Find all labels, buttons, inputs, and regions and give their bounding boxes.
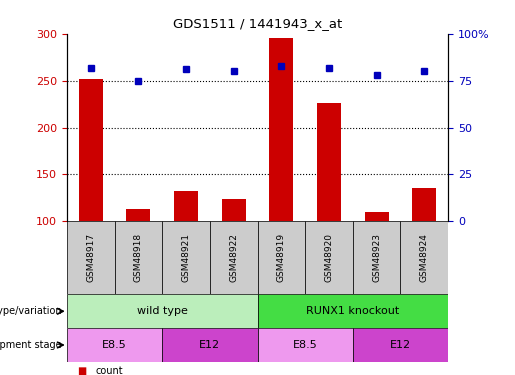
Bar <box>401 221 448 294</box>
Bar <box>114 221 162 294</box>
Text: GSM48920: GSM48920 <box>324 233 333 282</box>
Bar <box>162 328 258 362</box>
Text: E8.5: E8.5 <box>293 340 318 350</box>
Bar <box>162 221 210 294</box>
Bar <box>317 103 341 221</box>
Text: GSM48921: GSM48921 <box>182 233 191 282</box>
Bar <box>67 294 258 328</box>
Text: GSM48919: GSM48919 <box>277 233 286 282</box>
Bar <box>67 221 114 294</box>
Bar <box>258 221 305 294</box>
Text: count: count <box>95 366 123 375</box>
Text: GSM48924: GSM48924 <box>420 233 428 282</box>
Text: ■: ■ <box>77 366 87 375</box>
Bar <box>258 294 448 328</box>
Bar <box>413 188 436 221</box>
Bar <box>67 328 162 362</box>
Bar <box>365 212 388 221</box>
Bar <box>353 221 401 294</box>
Text: development stage: development stage <box>0 340 62 350</box>
Text: E12: E12 <box>199 340 220 350</box>
Bar <box>305 221 353 294</box>
Bar <box>79 79 102 221</box>
Bar <box>222 199 246 221</box>
Bar <box>258 328 353 362</box>
Bar <box>174 191 198 221</box>
Bar <box>269 38 293 221</box>
Text: E8.5: E8.5 <box>102 340 127 350</box>
Text: wild type: wild type <box>137 306 187 316</box>
Text: GSM48917: GSM48917 <box>87 233 95 282</box>
Text: E12: E12 <box>390 340 411 350</box>
Bar <box>210 221 258 294</box>
Bar <box>127 209 150 221</box>
Text: genotype/variation: genotype/variation <box>0 306 62 316</box>
Text: GDS1511 / 1441943_x_at: GDS1511 / 1441943_x_at <box>173 17 342 30</box>
Bar <box>353 328 448 362</box>
Text: GSM48922: GSM48922 <box>229 233 238 282</box>
Text: GSM48918: GSM48918 <box>134 233 143 282</box>
Text: GSM48923: GSM48923 <box>372 233 381 282</box>
Text: RUNX1 knockout: RUNX1 knockout <box>306 306 400 316</box>
